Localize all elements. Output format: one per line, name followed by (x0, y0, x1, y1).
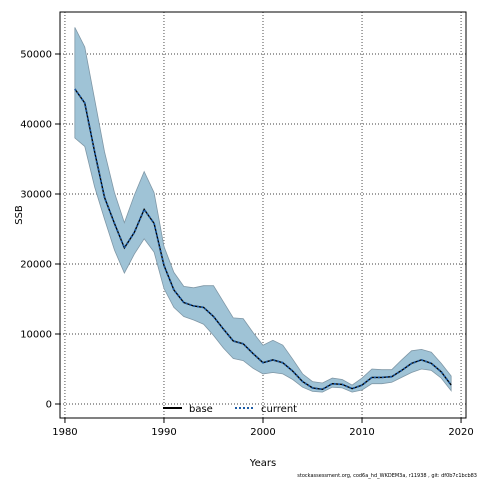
confidence-band (74, 27, 452, 393)
x-tick-label: 2010 (349, 427, 374, 438)
y-axis: 0 10000 20000 30000 40000 50000 (20, 50, 60, 411)
series-lines (74, 88, 452, 391)
y-tick-label: 40000 (20, 120, 52, 131)
x-tick-label: 2000 (250, 427, 275, 438)
x-tick-label: 2020 (448, 427, 473, 438)
footnote: stockassessment.org, cod6a_hd_WKDEM3a, r… (297, 473, 477, 479)
legend: base current (163, 404, 297, 415)
x-tick-label: 1990 (151, 427, 176, 438)
y-tick-label: 50000 (20, 50, 52, 61)
series-line-current (74, 88, 452, 391)
legend-base-label: base (189, 404, 213, 415)
y-tick-label: 30000 (20, 190, 52, 201)
y-tick-label: 0 (46, 400, 52, 411)
x-tick-label: 1980 (52, 427, 77, 438)
x-axis: 1980 1990 2000 2010 2020 (52, 418, 474, 438)
y-axis-label: SSB (14, 205, 25, 225)
y-tick-label: 10000 (20, 330, 52, 341)
legend-current-label: current (261, 404, 297, 415)
y-tick-label: 20000 (20, 260, 52, 271)
x-axis-label: Years (249, 458, 276, 469)
